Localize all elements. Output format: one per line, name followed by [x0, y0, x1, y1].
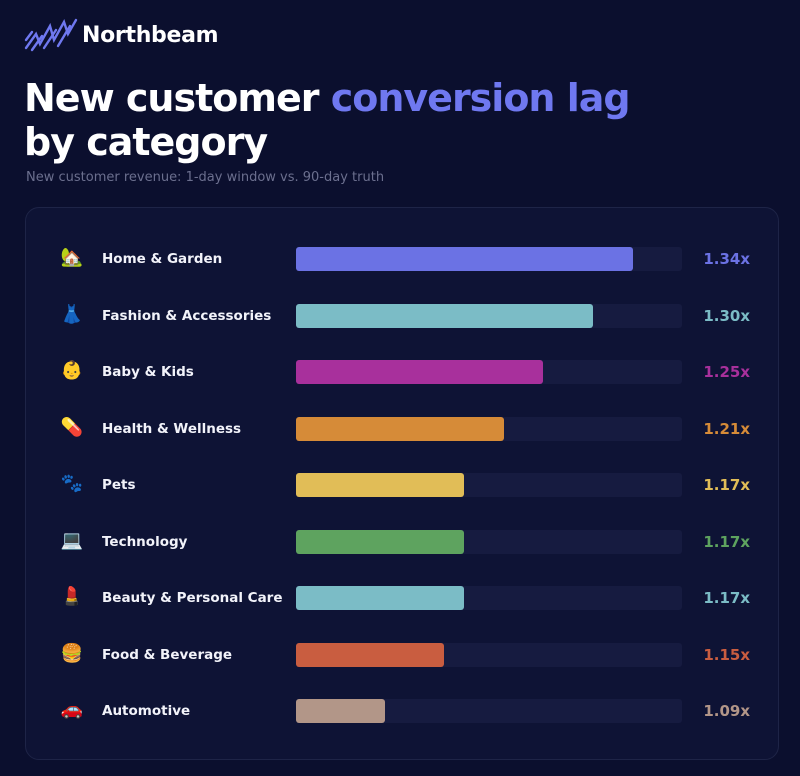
value-label: 1.34x	[703, 250, 750, 268]
bar	[296, 529, 465, 554]
category-label: Baby & Kids	[102, 364, 194, 380]
value-label: 1.25x	[703, 363, 750, 381]
laptop-icon: 💻	[60, 529, 84, 551]
value-label: 1.21x	[703, 419, 750, 438]
bar	[296, 303, 593, 328]
page-subtitle: New customer revenue: 1-day window vs. 9…	[26, 170, 385, 185]
bar-track	[296, 360, 682, 384]
bar	[296, 642, 445, 667]
bar	[296, 247, 633, 271]
bar-track	[296, 473, 682, 497]
bar-row: 🍔 Food & Beverage 1.15x	[26, 635, 778, 675]
category-label: Technology	[102, 533, 188, 550]
bar-row: 💊 Health & Wellness 1.21x	[26, 409, 778, 449]
category-label: Automotive	[102, 703, 191, 719]
bar-row: 👗 Fashion & Accessories 1.30x	[26, 296, 778, 336]
bar-track	[296, 586, 682, 610]
category-label: Pets	[102, 477, 136, 493]
bar-row: 👶 Baby & Kids 1.25x	[26, 352, 778, 392]
page-title: New customer conversion lag by category	[24, 76, 764, 164]
bar-track	[296, 416, 682, 441]
bar-track	[296, 529, 682, 554]
brand-name: Northbeam	[82, 22, 219, 48]
bar-track	[296, 247, 682, 271]
category-label: Health & Wellness	[102, 420, 242, 437]
bar-row: 🚗 Automotive 1.09x	[26, 691, 778, 731]
bar-track	[296, 303, 682, 328]
bar-track	[296, 642, 682, 667]
title-part-1: New customer	[24, 76, 331, 120]
category-label: Food & Beverage	[102, 646, 233, 663]
car-icon: 🚗	[60, 699, 84, 720]
baby-icon: 👶	[60, 360, 84, 381]
bar-row: 🏡 Home & Garden 1.34x	[26, 239, 778, 279]
pill-icon: 💊	[60, 416, 84, 438]
category-label: Beauty & Personal Care	[102, 590, 283, 606]
title-part-2: by category	[24, 120, 268, 164]
value-label: 1.17x	[703, 589, 750, 607]
hamburger-icon: 🍔	[60, 642, 84, 664]
lipstick-icon: 💄	[60, 586, 84, 607]
value-label: 1.17x	[703, 476, 750, 494]
category-label: Home & Garden	[102, 251, 223, 267]
value-label: 1.17x	[703, 532, 750, 551]
house-icon: 🏡	[60, 247, 84, 268]
bar	[296, 699, 386, 723]
value-label: 1.30x	[703, 306, 750, 325]
category-label: Fashion & Accessories	[102, 307, 272, 324]
value-label: 1.15x	[703, 645, 750, 664]
bar	[296, 473, 465, 497]
northbeam-logo-icon	[24, 18, 78, 52]
bar-row: 💻 Technology 1.17x	[26, 522, 778, 562]
bar	[296, 416, 504, 441]
value-label: 1.09x	[703, 702, 750, 720]
dress-icon: 👗	[60, 303, 84, 325]
bar	[296, 586, 465, 610]
bar-row: 🐾 Pets 1.17x	[26, 465, 778, 505]
bar-track	[296, 699, 682, 723]
paw-prints-icon: 🐾	[60, 473, 84, 494]
chart-panel: 🏡 Home & Garden 1.34x 👗 Fashion & Accessorie…	[25, 207, 779, 760]
title-accent: conversion lag	[330, 76, 631, 120]
bar	[296, 360, 544, 384]
bar-row: 💄 Beauty & Personal Care 1.17x	[26, 578, 778, 618]
brand-logo: Northbeam	[24, 18, 219, 52]
